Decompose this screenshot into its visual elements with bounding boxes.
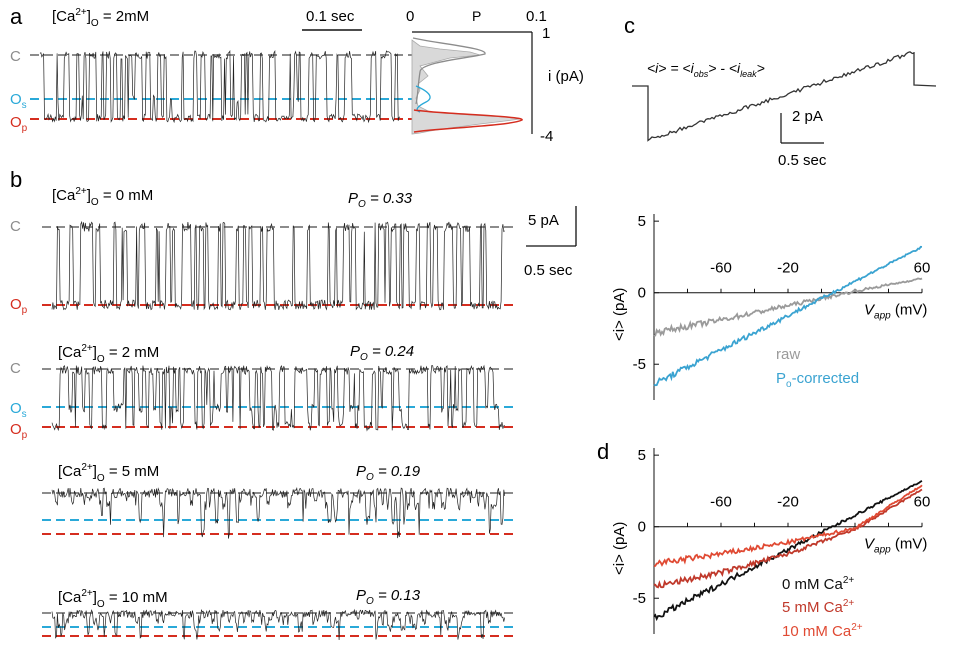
panel-a-time-scale-label: 0.1 sec [306, 8, 355, 25]
x-tick-label: 60 [914, 260, 931, 277]
hist-x0-label: 0 [406, 8, 414, 25]
trace3-po: PO = 0.19 [356, 463, 421, 483]
current-trace [51, 220, 505, 311]
x-axis-label: Vapp (mV) [864, 302, 927, 322]
trace1-state-C: C [10, 218, 21, 235]
trace3-condition: [Ca2+]O = 5 mM [58, 462, 159, 484]
legend-5mM: 5 mM Ca2+ [782, 598, 854, 616]
panel-a-state-Os: Os [10, 91, 27, 111]
panel-a-trace [30, 50, 412, 124]
trace2 [42, 364, 517, 432]
trace1 [42, 220, 517, 311]
panel-c-time-scale: 0.5 sec [778, 152, 827, 169]
hist-xlabel: P [472, 8, 481, 24]
y-tick-label: 0 [638, 285, 646, 302]
series-line-0 [653, 277, 923, 337]
y-tick-label: 5 [638, 447, 646, 464]
series-line-0 [653, 480, 923, 622]
panel-b-letter: b [10, 167, 22, 192]
legend-0mM: 0 mM Ca2+ [782, 575, 854, 593]
panel-d-iv-plot: -60 -20 60 5 0 -5 Vapp (mV) <i> (pA) [611, 447, 930, 634]
hist-y-top: 1 [542, 25, 550, 42]
legend-corrected: Po-corrected [776, 370, 859, 390]
y-tick-label: -5 [633, 356, 646, 373]
panel-c-ramp-trace [632, 51, 937, 142]
series-line-2 [653, 484, 923, 568]
trace1-po: PO = 0.33 [348, 190, 413, 210]
trace2-condition: [Ca2+]O = 2 mM [58, 343, 159, 365]
hist-bars [411, 39, 521, 135]
trace2-state-Op: Op [10, 421, 28, 441]
trace1-state-Op: Op [10, 296, 28, 316]
current-trace [51, 608, 506, 641]
hist-x1-label: 0.1 [526, 8, 547, 25]
x-tick-label: 60 [914, 494, 931, 511]
y-tick-label: 5 [638, 213, 646, 230]
hist-fit-open [413, 109, 523, 133]
panel-a-histogram: 0 P 0.1 1 i (pA) -4 [406, 8, 584, 145]
y-axis-label: <i> (pA) [611, 522, 628, 575]
y-axis-label: <i> (pA) [611, 288, 628, 341]
x-axis-label: Vapp (mV) [864, 536, 927, 556]
series-line-1 [653, 245, 923, 387]
trace2-po: PO = 0.24 [350, 343, 414, 363]
panel-c-formula: <i> = <iobs> - <ileak> [647, 60, 765, 79]
current-trace [51, 364, 505, 432]
trace2-state-Os: Os [10, 400, 27, 420]
current-trace [39, 50, 401, 124]
panel-a-letter: a [10, 4, 23, 29]
panel-c-iv-plot: -60 -20 60 5 0 -5 Vapp (mV) <i> (pA) [611, 213, 930, 400]
legend-10mM: 10 mM Ca2+ [782, 622, 863, 640]
hist-y-bot: -4 [540, 128, 553, 145]
legend-raw: raw [776, 346, 800, 363]
panel-a-condition: [Ca2+]O = 2mM [52, 7, 149, 29]
series-line-1 [653, 488, 923, 589]
y-tick-label: -5 [633, 590, 646, 607]
trace1-condition: [Ca2+]O = 0 mM [52, 186, 153, 208]
panel-c-letter: c [624, 13, 635, 38]
trace4-po: PO = 0.13 [356, 587, 421, 607]
panel-c-current-scale: 2 pA [792, 108, 823, 125]
trace3 [42, 486, 517, 539]
x-tick-label: -20 [777, 494, 799, 511]
trace2-state-C: C [10, 360, 21, 377]
y-tick-label: 0 [638, 519, 646, 536]
panel-d-letter: d [597, 439, 609, 464]
trace4-condition: [Ca2+]O = 10 mM [58, 588, 168, 610]
x-tick-label: -60 [710, 260, 732, 277]
panel-b-current-scale: 5 pA [528, 212, 559, 229]
panel-a-state-Op: Op [10, 114, 28, 134]
panel-a-state-C: C [10, 48, 21, 65]
x-tick-label: -20 [777, 260, 799, 277]
hist-ylabel: i (pA) [548, 68, 584, 85]
x-tick-label: -60 [710, 494, 732, 511]
panel-b-time-scale: 0.5 sec [524, 262, 573, 279]
trace4 [42, 608, 517, 641]
current-trace [51, 486, 506, 539]
